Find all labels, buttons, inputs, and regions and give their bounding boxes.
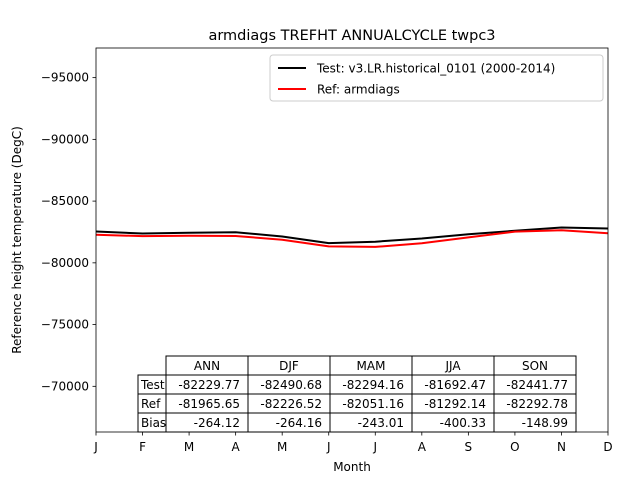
- legend-label-ref: Ref: armdiags: [317, 83, 400, 97]
- table-row-label: Bias: [141, 416, 166, 430]
- table-cell-value: -148.99: [522, 416, 568, 430]
- legend-box: [269, 54, 604, 102]
- legend-label-test: Test: v3.LR.historical_0101 (2000-2014): [316, 62, 555, 76]
- table-cell-value: -264.12: [194, 416, 240, 430]
- table-row-label: Test: [140, 378, 165, 392]
- table-col-label: DJF: [279, 359, 299, 373]
- table-cell-value: -82229.77: [178, 378, 240, 392]
- table-cell-value: -243.01: [358, 416, 404, 430]
- table-col-label: MAM: [357, 359, 386, 373]
- x-tick-label: M: [277, 440, 287, 454]
- y-tick-label: −95000: [41, 71, 89, 85]
- x-tick-label: A: [418, 440, 427, 454]
- y-tick-label: −90000: [41, 132, 89, 146]
- table-cell-value: -81292.14: [424, 397, 486, 411]
- table-cell-value: -82441.77: [506, 378, 568, 392]
- y-tick-label: −70000: [41, 379, 89, 393]
- table-cell-value: -82051.16: [342, 397, 404, 411]
- series-line-test: [95, 226, 609, 245]
- table-cell-value: -82226.52: [260, 397, 322, 411]
- x-tick-label: J: [93, 440, 98, 454]
- x-tick-label: F: [139, 440, 146, 454]
- x-tick-label: M: [184, 440, 194, 454]
- x-tick-label: D: [603, 440, 612, 454]
- axes-frame: [95, 47, 609, 433]
- x-tick-label: N: [557, 440, 566, 454]
- x-tick-label: A: [232, 440, 241, 454]
- y-tick-label: −85000: [41, 194, 89, 208]
- y-axis-label: Reference height temperature (DegC): [10, 126, 24, 354]
- table-row-label: Ref: [141, 397, 161, 411]
- x-tick-label: O: [510, 440, 519, 454]
- x-axis-label: Month: [333, 460, 371, 474]
- y-tick-label: −75000: [41, 318, 89, 332]
- table-cell-value: -82490.68: [260, 378, 322, 392]
- table-cell-value: -264.16: [276, 416, 322, 430]
- table-col-label: ANN: [194, 359, 220, 373]
- table-cell-value: -82294.16: [342, 378, 404, 392]
- table-cell-value: -81692.47: [424, 378, 486, 392]
- table-cell-value: -400.33: [440, 416, 486, 430]
- x-tick-label: J: [372, 440, 377, 454]
- x-tick-label: S: [465, 440, 473, 454]
- table-col-label: JJA: [444, 359, 461, 373]
- chart-title: armdiags TREFHT ANNUALCYCLE twpc3: [208, 28, 495, 44]
- table-cell-value: -81965.65: [178, 397, 240, 411]
- y-tick-label: −80000: [41, 256, 89, 270]
- x-tick-label: J: [326, 440, 331, 454]
- table-cell-value: -82292.78: [506, 397, 568, 411]
- series-line-ref: [95, 229, 609, 248]
- table-col-label: SON: [522, 359, 548, 373]
